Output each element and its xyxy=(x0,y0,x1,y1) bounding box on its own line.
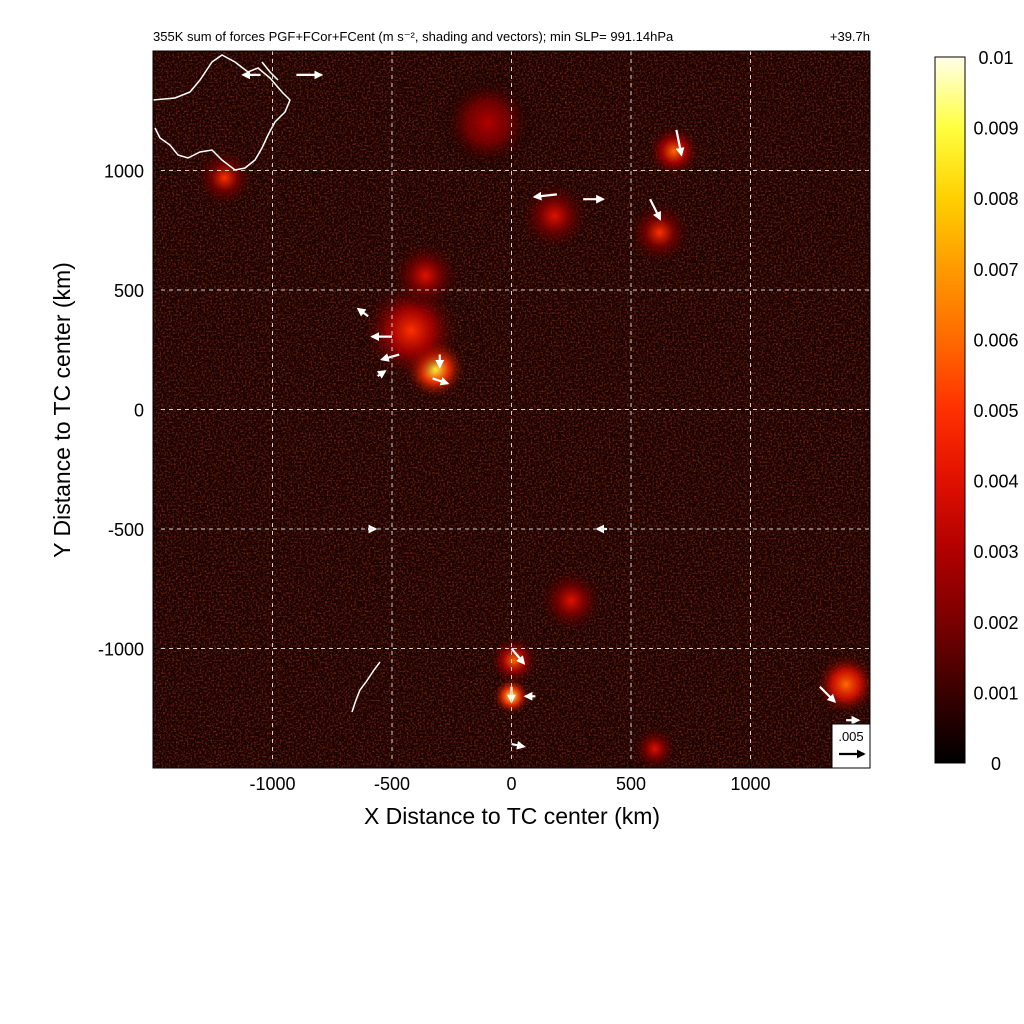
coastline xyxy=(153,54,381,713)
colorbar-tick-label: 0.01 xyxy=(978,48,1013,68)
heatmap-hotspot xyxy=(647,125,701,178)
force-vector xyxy=(376,370,387,379)
colorbar-ticks: 0 0.001 0.002 0.003 0.004 0.005 0.006 0.007 0.00… xyxy=(973,48,1018,774)
force-vector xyxy=(675,129,685,157)
heatmap-hotspot xyxy=(815,653,870,716)
heatmap-hotspot xyxy=(196,148,254,207)
heatmap-hotspot xyxy=(540,569,603,632)
heatmap-hotspot xyxy=(392,242,459,310)
x-tick-label: 0 xyxy=(506,774,516,794)
colorbar-gradient xyxy=(934,56,966,764)
colorbar-tick-label: 0 xyxy=(991,754,1001,774)
colorbar-tick-label: 0.009 xyxy=(973,119,1018,139)
heatmap-hotspot xyxy=(628,201,691,264)
force-vector xyxy=(356,307,369,318)
force-vector xyxy=(532,191,558,201)
heatmap-hotspot xyxy=(521,182,588,250)
colorbar-tick-label: 0.005 xyxy=(973,401,1018,421)
heatmap-hotspot xyxy=(489,636,538,685)
x-axis-label: X Distance to TC center (km) xyxy=(364,803,660,829)
y-tick-label: 500 xyxy=(114,281,144,301)
colorbar-tick-label: 0.001 xyxy=(973,683,1018,703)
y-tick-label: 0 xyxy=(134,401,144,421)
reference-vector-label: .005 xyxy=(838,729,863,744)
force-vector xyxy=(432,377,450,386)
colorbar-tick-label: 0.008 xyxy=(973,189,1018,209)
force-vector xyxy=(649,198,662,221)
force-vector xyxy=(819,685,837,703)
force-vectors xyxy=(241,70,861,750)
x-tick-label: 500 xyxy=(616,774,646,794)
reference-vector-key: .005 xyxy=(831,723,871,769)
force-vector xyxy=(510,647,526,665)
plot-area xyxy=(153,51,870,768)
y-tick-label: -1000 xyxy=(98,640,144,660)
colorbar: 0 0.001 0.002 0.003 0.004 0.005 0.006 0.007 0.00… xyxy=(934,48,1019,774)
heatmap-hotspot xyxy=(439,74,536,171)
x-tick-label: -1000 xyxy=(249,774,295,794)
x-axis-ticks: -1000 -500 0 500 1000 xyxy=(249,762,771,794)
colorbar-tick-label: 0.007 xyxy=(973,260,1018,280)
force-vector xyxy=(511,740,526,750)
heatmap-hotspot xyxy=(633,727,677,768)
colorbar-tick-label: 0.004 xyxy=(973,472,1018,492)
reference-vector-box xyxy=(831,723,871,769)
chart-title: 355K sum of forces PGF+FCor+FCent (m s⁻²… xyxy=(153,29,674,44)
y-tick-label: -500 xyxy=(108,520,144,540)
y-axis-ticks: -1000 -500 0 500 1000 xyxy=(98,162,159,660)
colorbar-tick-label: 0.006 xyxy=(973,330,1018,350)
x-tick-label: -500 xyxy=(374,774,410,794)
force-vector xyxy=(379,353,400,362)
colorbar-tick-label: 0.003 xyxy=(973,542,1018,562)
colorbar-tick-label: 0.002 xyxy=(973,613,1018,633)
y-axis-label: Y Distance to TC center (km) xyxy=(49,262,75,558)
x-tick-label: 1000 xyxy=(730,774,770,794)
y-tick-label: 1000 xyxy=(104,162,144,182)
time-label: +39.7h xyxy=(830,29,870,44)
